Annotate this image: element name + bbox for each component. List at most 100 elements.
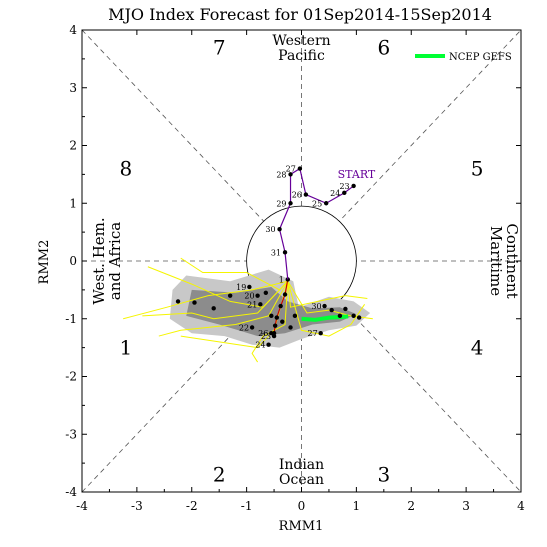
ensemble-member-line [142,280,289,320]
region-label-left: and Africa [106,222,124,300]
ensemble-point-label: 27 [308,329,318,338]
forecast-mean-point [278,303,283,309]
observed-point [342,190,347,196]
ensemble-point [227,293,233,298]
forecast-mean-point [274,315,280,320]
ensemble-point-label: 23 [261,332,271,341]
observed-point-label: 31 [271,248,281,257]
region-label-bottom: Indian [279,457,324,473]
ensemble-member-line [287,281,366,337]
forecast-mean-point [272,323,278,328]
ensemble-point [269,330,274,336]
ensemble-point [288,325,293,330]
ensemble-point [175,299,181,304]
observed-point-label: 26 [292,191,302,200]
ensemble-point [249,325,255,330]
ensemble-point-label: 24 [255,341,265,350]
ensemble-point [329,307,334,313]
ensemble-point-label: 26 [258,329,268,338]
x-tick-label: 3 [462,499,470,513]
x-tick-label: 0 [298,499,306,513]
phase-label: 3 [377,463,390,487]
observed-point-label: 28 [276,170,286,179]
phase-label: 4 [471,336,484,360]
ensemble-point-label: 22 [239,323,249,332]
ensemble-point [255,293,260,298]
observed-point-label: 30 [265,225,275,234]
phase-label: 5 [471,157,484,181]
y-tick-label: 2 [69,139,77,153]
ensemble-point [337,313,343,319]
region-label-right: Maritime [487,226,505,296]
phase-label: 8 [120,157,133,181]
gefs-mean-line [301,314,349,322]
y-tick-label: -2 [65,370,77,384]
y-tick-label: -1 [65,312,77,326]
region-label-top: Pacific [278,48,325,64]
x-tick-label: -3 [131,499,143,513]
region-label-left: West. Hem. [90,217,108,304]
y-axis-label: RMM2 [37,240,52,285]
y-tick-label: 4 [69,23,77,37]
observed-point [277,227,282,232]
observed-point-label: 25 [312,199,322,208]
x-tick-label: 4 [517,499,525,513]
x-tick-label: -4 [76,499,88,513]
ensemble-member-line [158,280,289,337]
ensemble-point [263,290,269,295]
ensemble-point [280,319,285,324]
start-label: START [338,168,376,181]
ensemble-point-label: 21 [247,300,257,309]
phase-label: 7 [213,35,226,59]
y-tick-label: 3 [69,81,77,95]
ensemble-member-line [251,281,289,363]
y-tick-label: -4 [65,485,77,499]
region-label-top: Western [272,33,330,49]
y-tick-label: 0 [69,254,77,268]
x-tick-label: -2 [186,499,198,513]
x-tick-label: 2 [407,499,415,513]
observed-point [351,183,356,189]
ensemble-member-line [287,281,368,308]
ensemble-point [322,303,327,309]
chart-title: MJO Index Forecast for 01Sep2014-15Sep20… [108,5,492,24]
observed-point-label: 29 [276,199,286,208]
phase-label: 2 [213,463,226,487]
ensemble-point [269,313,274,319]
observed-point [303,192,309,197]
ensemble-point [192,300,197,305]
observed-point [323,201,329,206]
observed-point [288,201,293,206]
ensemble-point [258,302,263,307]
phase-label: 1 [120,336,133,360]
forecast-mean-label: 1 [279,275,284,284]
observed-point-label: 23 [339,182,349,191]
observed-line [278,167,354,280]
y-tick-label: 1 [69,196,77,210]
ensemble-point [247,284,252,290]
observed-point [288,172,293,177]
ensemble-point-label: 19 [236,283,246,292]
ensemble-point [271,333,277,339]
ensemble-point [351,313,356,319]
x-axis-label: RMM1 [279,519,324,534]
observed-point [297,166,303,171]
x-tick-label: -1 [241,499,253,513]
phase-label: 6 [377,35,390,59]
observed-point-label: 24 [330,189,340,198]
y-tick-label: -3 [65,427,77,441]
ensemble-point [292,313,298,319]
x-tick-label: 1 [353,499,361,513]
ensemble-point [343,306,348,312]
legend-entry: NCEP GEFS [449,52,512,63]
observed-point-label: 27 [286,165,296,174]
region-label-right: Continent [503,223,521,298]
ensemble-member-line [123,280,288,320]
ensemble-point [356,315,362,320]
ensemble-point [318,330,323,336]
ensemble-point-label: 20 [244,292,254,301]
observed-point [282,250,288,255]
forecast-mean-point [282,292,288,297]
ensemble-point [211,306,216,311]
